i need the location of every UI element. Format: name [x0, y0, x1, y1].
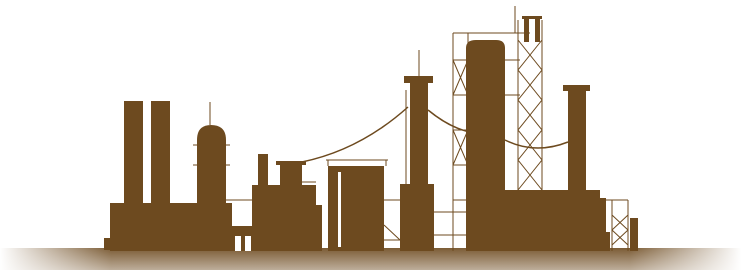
column	[312, 205, 322, 251]
tower	[466, 40, 505, 251]
cable	[505, 140, 568, 148]
post	[630, 218, 638, 251]
chimney	[151, 101, 170, 211]
vent-cap	[522, 16, 542, 19]
gap	[338, 172, 341, 247]
window	[245, 236, 251, 251]
base-step	[104, 238, 114, 250]
cable	[302, 107, 408, 162]
block	[400, 184, 434, 251]
building	[252, 185, 316, 251]
chimney	[410, 80, 428, 200]
scaffold-brace	[453, 60, 468, 165]
ground-shade	[0, 248, 741, 270]
pipe-stack	[258, 154, 268, 190]
lattice	[612, 200, 628, 251]
chimney	[568, 88, 586, 198]
vent	[524, 18, 529, 42]
body	[0, 0, 741, 271]
tower-cap	[276, 161, 306, 165]
chimney-cap	[404, 76, 433, 83]
chimney	[124, 101, 143, 211]
chimney-cap	[563, 85, 590, 91]
pipe	[434, 212, 466, 235]
lattice	[518, 20, 542, 195]
block	[505, 190, 600, 251]
cable	[428, 110, 470, 132]
window	[235, 236, 241, 251]
left-stacks	[104, 101, 262, 251]
skyline	[0, 0, 741, 271]
building	[328, 166, 384, 251]
page: Industrial skyline {} html, body { margi…	[0, 0, 741, 271]
step	[600, 232, 610, 251]
center-plant	[326, 50, 470, 251]
base-block	[110, 203, 232, 251]
vent	[535, 18, 540, 42]
stairs	[384, 200, 402, 240]
